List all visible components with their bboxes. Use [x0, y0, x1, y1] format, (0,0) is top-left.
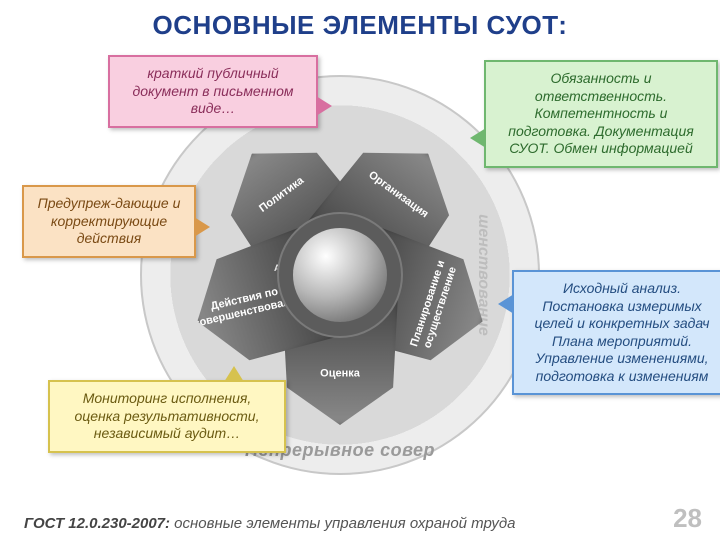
callout-policy: краткий публичный документ в письменном … [108, 55, 318, 128]
callout-text: Обязанность и ответственность. Компетент… [508, 70, 693, 156]
callout-text: Исходный анализ. Постановка измеримых це… [534, 280, 709, 384]
callout-text: Мониторинг исполнения, оценка результати… [74, 390, 259, 441]
blade-label: Оценка [285, 368, 395, 381]
center-sphere [293, 228, 387, 322]
callout-pointer [470, 128, 486, 148]
page-title: ОСНОВНЫЕ ЭЛЕМЕНТЫ СУОТ: [0, 10, 720, 41]
slide: ОСНОВНЫЕ ЭЛЕМЕНТЫ СУОТ: Непрерывное сове… [0, 0, 720, 540]
callout-pointer [224, 366, 244, 382]
callout-planning: Исходный анализ. Постановка измеримых це… [512, 270, 720, 395]
callout-pointer [498, 294, 514, 314]
footer-text: основные элементы управления охраной тру… [170, 515, 515, 532]
callout-pointer [316, 96, 332, 116]
page-number: 28 [673, 503, 702, 534]
callout-corrective: Предупреж-дающие и корректирующие действ… [22, 185, 196, 258]
footer: ГОСТ 12.0.230-2007: основные элементы уп… [24, 515, 660, 532]
footer-standard: ГОСТ 12.0.230-2007: [24, 515, 170, 532]
callout-organization: Обязанность и ответственность. Компетент… [484, 60, 718, 168]
callout-monitoring: Мониторинг исполнения, оценка результати… [48, 380, 286, 453]
callout-text: краткий публичный документ в письменном … [133, 65, 294, 116]
callout-text: Предупреж-дающие и корректирующие действ… [38, 195, 181, 246]
fan-hub: Политика Организация Планирование и осущ… [210, 145, 470, 405]
callout-pointer [194, 217, 210, 237]
